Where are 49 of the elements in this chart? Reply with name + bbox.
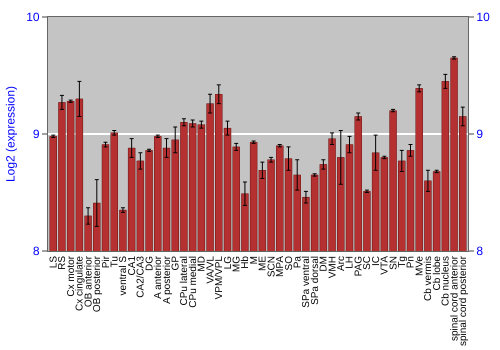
x-tick-label: OB posterior bbox=[92, 255, 104, 312]
x-tick-label: PAG bbox=[353, 256, 364, 276]
y-axis-title: Log2 (expression) bbox=[4, 86, 18, 182]
x-tick-label: A posterior bbox=[162, 255, 173, 304]
x-tick-label: Cb nucleus bbox=[440, 256, 452, 306]
y2-tick-label: 9 bbox=[476, 127, 484, 142]
x-tick-label: SO bbox=[284, 256, 295, 270]
x-tick-label: MG bbox=[231, 256, 242, 272]
x-tick-label: ME bbox=[258, 256, 269, 271]
x-tick-label: DM bbox=[318, 256, 330, 272]
x-tick-label: LH bbox=[344, 256, 356, 269]
x-tick-label: VTA bbox=[380, 256, 391, 275]
x-tick-label: LS bbox=[48, 256, 60, 268]
x-tick-label: RS bbox=[57, 256, 68, 270]
x-tick-label: OB anterior bbox=[83, 255, 94, 308]
x-tick-label: M bbox=[248, 256, 260, 264]
x-tick-label: Hb bbox=[240, 256, 252, 269]
x-tick-label: CA1 bbox=[126, 256, 138, 276]
x-tick-label: Tu bbox=[109, 256, 120, 268]
x-tick-label: SPa dorsal bbox=[310, 256, 321, 305]
x-tick-label: A anterior bbox=[153, 255, 164, 299]
x-tick-label: SC bbox=[362, 256, 374, 270]
x-tick-label: Pir bbox=[100, 255, 112, 268]
x-tick-label: GP bbox=[170, 256, 182, 270]
y-tick-label: 8 bbox=[32, 244, 40, 258]
x-tick-label: IC bbox=[370, 256, 382, 266]
x-tick-label: LG bbox=[222, 256, 234, 270]
x-tick-label: SN bbox=[388, 256, 400, 270]
y2-tick-label: 10 bbox=[476, 10, 490, 24]
x-tick-label: CPu medial bbox=[188, 256, 199, 308]
y-tick-label: 10 bbox=[26, 10, 40, 24]
x-tick-label: MVe bbox=[414, 256, 426, 276]
x-tick-label: VPM/VPL bbox=[214, 256, 226, 300]
y2-tick-label: 8 bbox=[476, 244, 484, 258]
x-tick-label: Pa bbox=[292, 256, 304, 268]
x-tick-label: ventral S bbox=[118, 256, 130, 296]
x-tick-label: MPA bbox=[275, 256, 286, 277]
x-tick-label: Tg bbox=[397, 256, 408, 268]
x-tick-label: DG bbox=[144, 256, 156, 271]
x-tick-label: Pn bbox=[406, 256, 417, 268]
x-tick-label: CA2/CA3 bbox=[136, 256, 147, 298]
y-tick-label: 9 bbox=[32, 127, 40, 142]
x-tick-label: Cb lobe bbox=[432, 256, 443, 290]
x-tick-label: Cx cingulate bbox=[74, 256, 86, 312]
x-tick-label: Cx motor bbox=[66, 255, 77, 297]
x-tick-label: VMH bbox=[327, 256, 338, 278]
x-tick-label: spinal cord posterior bbox=[458, 255, 470, 346]
x-tick-label: SCN bbox=[266, 256, 278, 278]
x-tick-label: spinal cord anterior bbox=[449, 255, 460, 342]
